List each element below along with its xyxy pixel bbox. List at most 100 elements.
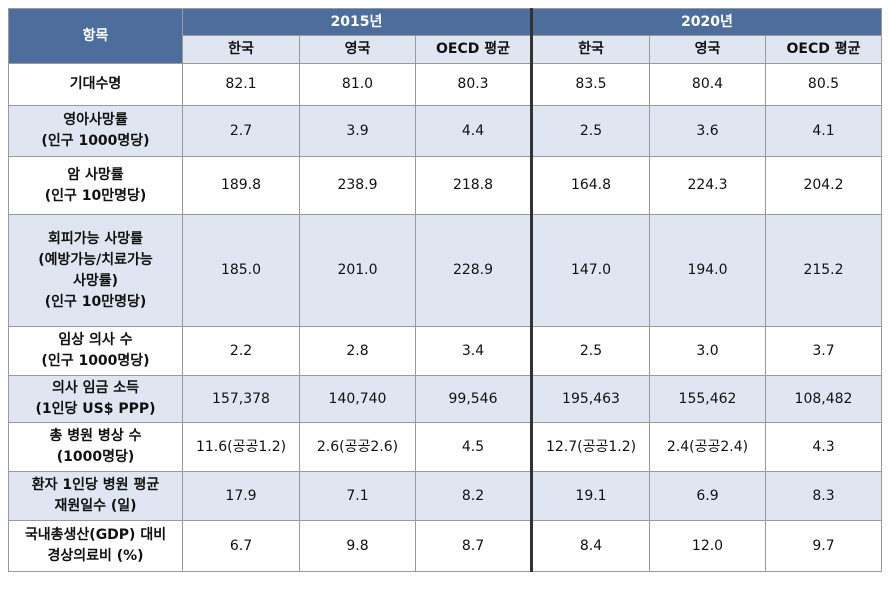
table-cell: 4.5 <box>415 422 532 472</box>
row-label-line: 국내총생산(GDP) 대비 <box>24 527 167 543</box>
table-cell: 164.8 <box>530 156 650 215</box>
header-row-years: 항목 2015년 2020년 <box>8 8 882 64</box>
table-cell: 224.3 <box>649 156 766 215</box>
table-cell: 194.0 <box>649 214 766 327</box>
table-cell: 228.9 <box>415 214 532 327</box>
row-label: 기대수명 <box>8 63 183 106</box>
table-cell: 4.4 <box>415 105 532 157</box>
table-cell: 2.2 <box>182 326 300 376</box>
row-label-line: 환자 1인당 병원 평균 <box>31 477 160 493</box>
table-cell: 218.8 <box>415 156 532 215</box>
col-header: 영국 <box>649 35 766 64</box>
table-cell: 12.0 <box>649 520 766 572</box>
table-cell: 8.2 <box>415 471 532 521</box>
table-cell: 195,463 <box>530 375 650 423</box>
year-2015-header: 2015년 <box>182 8 532 36</box>
col-header: 한국 <box>530 35 650 64</box>
health-statistics-table: 항목 2015년 2020년 한국 영국 OECD 평균 한국 영국 OECD … <box>8 8 882 572</box>
row-label-line: (인구 1000명당) <box>41 133 150 149</box>
table-cell: 108,482 <box>765 375 882 423</box>
table-cell: 2.5 <box>530 326 650 376</box>
table-row: 회피가능 사망률 (예방가능/치료가능 사망률) (인구 10만명당) 185.0 201… <box>8 214 882 327</box>
row-label: 암 사망률 (인구 10만명당) <box>8 156 183 215</box>
row-label-line: (인구 10만명당) <box>44 187 147 204</box>
col-header: OECD 평균 <box>415 35 532 64</box>
row-label-line: 의사 임금 소득 <box>51 380 140 396</box>
row-label-line: 사망률) <box>72 272 119 289</box>
table-cell: 80.4 <box>649 63 766 106</box>
table-cell: 201.0 <box>299 214 416 327</box>
row-label: 영아사망률 (인구 1000명당) <box>8 105 183 157</box>
table-cell: 215.2 <box>765 214 882 327</box>
row-label-line: (1000명당) <box>56 449 135 465</box>
table-body: 기대수명 82.1 81.0 80.3 83.5 80.4 80.5 영아사망률 (인구 100… <box>8 63 882 572</box>
table-cell: 19.1 <box>530 471 650 521</box>
table-cell: 8.7 <box>415 520 532 572</box>
row-label-line: 영아사망률 <box>63 112 128 128</box>
table-cell: 82.1 <box>182 63 300 106</box>
table-row: 임상 의사 수 (인구 1000명당) 2.2 2.8 3.4 2.5 3.0 3.7 <box>8 326 882 376</box>
table-cell: 147.0 <box>530 214 650 327</box>
row-label-line: 회피가능 사망률 <box>47 230 144 247</box>
row-label-line: 암 사망률 <box>67 166 124 183</box>
row-label: 총 병원 병상 수 (1000명당) <box>8 422 183 472</box>
table-cell: 155,462 <box>649 375 766 423</box>
table-row: 총 병원 병상 수 (1000명당) 11.6(공공1.2) 2.6(공공2.6) 4.… <box>8 422 882 472</box>
table-cell: 9.8 <box>299 520 416 572</box>
table-cell: 17.9 <box>182 471 300 521</box>
table-cell: 12.7(공공1.2) <box>530 422 650 472</box>
table-cell: 6.9 <box>649 471 766 521</box>
table-cell: 140,740 <box>299 375 416 423</box>
col-header: 한국 <box>182 35 300 64</box>
row-label-line: (인구 10만명당) <box>44 293 147 310</box>
table-cell: 80.3 <box>415 63 532 106</box>
table-cell: 2.4(공공2.4) <box>649 422 766 472</box>
table-cell: 4.1 <box>765 105 882 157</box>
table-cell: 7.1 <box>299 471 416 521</box>
table-cell: 9.7 <box>765 520 882 572</box>
row-label: 임상 의사 수 (인구 1000명당) <box>8 326 183 376</box>
row-label: 의사 임금 소득 (1인당 US$ PPP) <box>8 375 183 423</box>
table-cell: 3.0 <box>649 326 766 376</box>
table-cell: 6.7 <box>182 520 300 572</box>
table-cell: 11.6(공공1.2) <box>182 422 300 472</box>
table-cell: 8.4 <box>530 520 650 572</box>
table-cell: 2.6(공공2.6) <box>299 422 416 472</box>
table-row: 영아사망률 (인구 1000명당) 2.7 3.9 4.4 2.5 3.6 4.1 <box>8 105 882 157</box>
table-cell: 3.6 <box>649 105 766 157</box>
table-cell: 189.8 <box>182 156 300 215</box>
table-cell: 238.9 <box>299 156 416 215</box>
table-row: 의사 임금 소득 (1인당 US$ PPP) 157,378 140,740 99,54… <box>8 375 882 423</box>
table-cell: 83.5 <box>530 63 650 106</box>
table-row: 기대수명 82.1 81.0 80.3 83.5 80.4 80.5 <box>8 63 882 106</box>
table-cell: 157,378 <box>182 375 300 423</box>
col-header: OECD 평균 <box>765 35 882 64</box>
row-label-line: 총 병원 병상 수 <box>49 428 142 444</box>
item-header: 항목 <box>8 8 183 64</box>
table-cell: 185.0 <box>182 214 300 327</box>
table-cell: 3.7 <box>765 326 882 376</box>
table-row: 환자 1인당 병원 평균 재원일수 (일) 17.9 7.1 8.2 19.1 6.9 8.3 <box>8 471 882 521</box>
table-cell: 8.3 <box>765 471 882 521</box>
row-label: 회피가능 사망률 (예방가능/치료가능 사망률) (인구 10만명당) <box>8 214 183 327</box>
row-label: 환자 1인당 병원 평균 재원일수 (일) <box>8 471 183 521</box>
col-header: 영국 <box>299 35 416 64</box>
table-row: 국내총생산(GDP) 대비 경상의료비 (%) 6.7 9.8 8.7 8.4 12.0 9.… <box>8 520 882 572</box>
table-cell: 204.2 <box>765 156 882 215</box>
table-cell: 4.3 <box>765 422 882 472</box>
row-label-line: (1인당 US$ PPP) <box>35 401 156 417</box>
row-label-line: 기대수명 <box>69 76 122 92</box>
header-row-countries: 한국 영국 OECD 평균 한국 영국 OECD 평균 <box>9 35 882 64</box>
table-row: 암 사망률 (인구 10만명당) 189.8 238.9 218.8 164.8 224.3… <box>8 156 882 215</box>
row-label-line: (인구 1000명당) <box>41 353 150 369</box>
table-cell: 2.8 <box>299 326 416 376</box>
table-cell: 3.9 <box>299 105 416 157</box>
year-2020-header: 2020년 <box>530 8 882 36</box>
table-cell: 99,546 <box>415 375 532 423</box>
table-cell: 3.4 <box>415 326 532 376</box>
row-label-line: 경상의료비 (%) <box>47 548 144 564</box>
table-cell: 81.0 <box>299 63 416 106</box>
table-cell: 2.5 <box>530 105 650 157</box>
table-cell: 2.7 <box>182 105 300 157</box>
